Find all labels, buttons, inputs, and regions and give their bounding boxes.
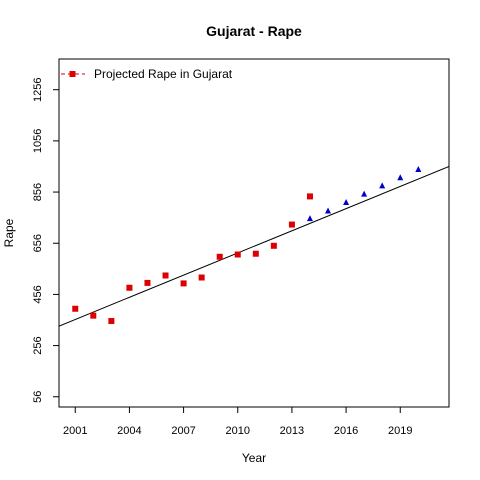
data-point-observed [288,221,295,228]
y-tick-label: 256 [32,336,44,354]
data-point-projected [306,215,313,222]
legend-label: Projected Rape in Gujarat [94,67,233,81]
y-axis: 56 256 456 656 856 1056 1256 [32,77,59,403]
data-point-observed [180,280,187,287]
x-tick-label: 2007 [171,425,195,437]
y-axis-label: Rape [2,218,16,247]
chart-title: Gujarat - Rape [206,23,302,39]
y-tick-label: 456 [32,285,44,303]
data-point-observed [216,253,223,260]
plot-area [59,166,449,327]
x-axis: 2001 2004 2007 2010 2013 2016 2019 [63,407,412,437]
data-point-projected [415,166,422,173]
data-point-observed [270,242,277,249]
data-point-observed [306,193,313,200]
x-tick-label: 2004 [117,425,141,437]
data-point-projected [397,174,404,181]
data-point-projected [361,190,368,197]
data-point-observed [198,274,205,281]
data-point-projected [343,199,350,206]
x-tick-label: 2010 [226,425,250,437]
data-point-projected [379,182,386,189]
y-tick-label: 1056 [32,129,44,153]
x-tick-label: 2001 [63,425,87,437]
y-tick-label: 56 [32,391,44,403]
legend: Projected Rape in Gujarat [61,67,233,81]
data-point-observed [108,318,115,325]
y-tick-label: 1256 [32,77,44,101]
x-tick-label: 2013 [280,425,304,437]
plot-frame [58,58,450,408]
x-tick-label: 2016 [334,425,358,437]
data-marks [72,166,422,325]
data-point-observed [162,272,169,279]
y-tick-label: 856 [32,183,44,201]
trend-line [59,166,449,327]
x-axis-label: Year [242,451,266,465]
x-tick-label: 2019 [388,425,412,437]
data-point-observed [126,284,133,291]
legend-marker [69,71,76,77]
data-point-observed [234,251,241,258]
data-point-observed [252,250,259,257]
y-tick-label: 656 [32,234,44,252]
data-point-observed [72,305,79,312]
data-point-projected [325,207,332,214]
data-point-observed [90,312,97,319]
data-point-observed [144,279,151,286]
